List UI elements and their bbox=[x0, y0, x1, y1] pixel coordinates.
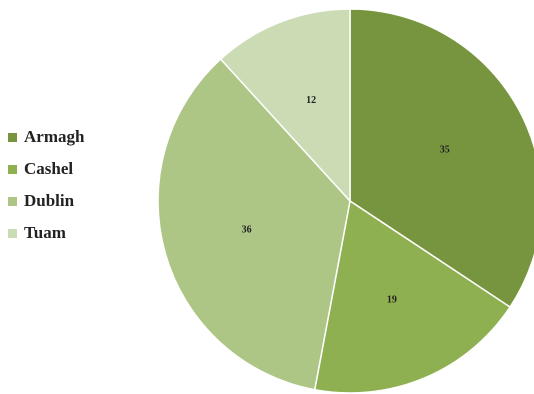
data-label-armagh: 35 bbox=[440, 144, 450, 155]
legend-swatch-cashel bbox=[8, 164, 17, 174]
pie-slice-armagh bbox=[349, 8, 534, 309]
legend-item-armagh: Armagh bbox=[8, 121, 84, 153]
data-label-tuam: 12 bbox=[306, 95, 316, 106]
legend: Armagh Cashel Dublin Tuam bbox=[8, 121, 84, 249]
legend-label-cashel: Cashel bbox=[24, 159, 74, 178]
legend-item-tuam: Tuam bbox=[8, 217, 84, 249]
data-label-dublin: 36 bbox=[242, 225, 252, 236]
legend-swatch-dublin bbox=[8, 196, 17, 206]
data-label-cashel: 19 bbox=[387, 294, 397, 305]
legend-label-dublin: Dublin bbox=[24, 191, 75, 210]
legend-swatch-tuam bbox=[8, 228, 17, 238]
legend-item-dublin: Dublin bbox=[8, 185, 84, 217]
pie-slice-dublin bbox=[157, 58, 351, 391]
pie-slice-cashel bbox=[313, 199, 512, 394]
legend-label-tuam: Tuam bbox=[24, 223, 66, 242]
legend-swatch-armagh bbox=[8, 132, 17, 142]
legend-item-cashel: Cashel bbox=[8, 153, 84, 185]
legend-label-armagh: Armagh bbox=[24, 127, 85, 146]
pie-slice-tuam bbox=[219, 8, 351, 203]
